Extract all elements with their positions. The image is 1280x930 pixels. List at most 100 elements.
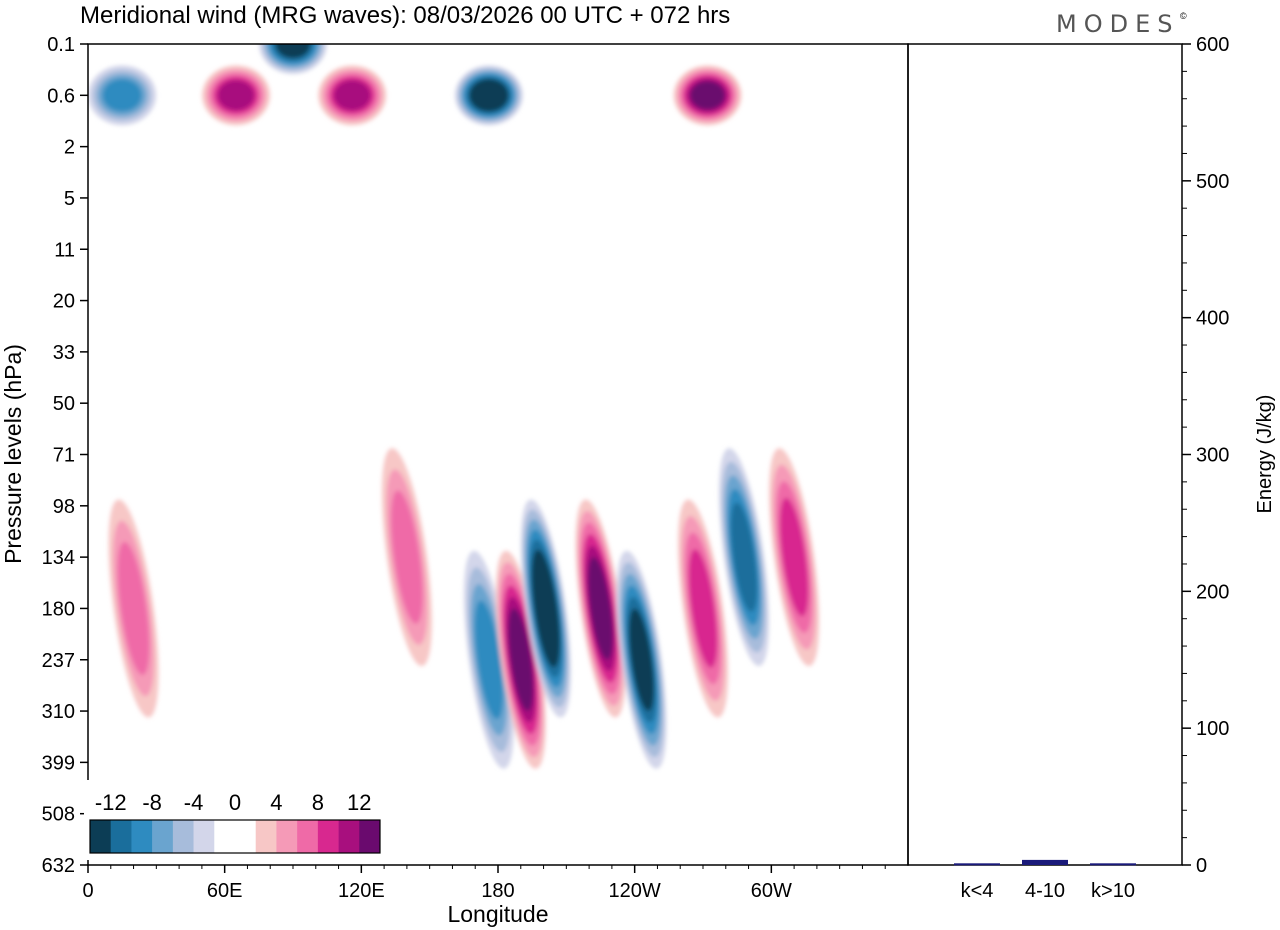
wave-contour	[779, 497, 809, 617]
x-tick-label: 0	[82, 880, 93, 902]
wave-feature	[718, 448, 770, 667]
wave-contour	[275, 44, 311, 59]
energy-axis: 0 100 200 300 400 500 600	[1182, 34, 1229, 877]
wave-contour	[472, 81, 506, 109]
wave-feature	[463, 550, 514, 769]
energy-tick-label: 500	[1196, 171, 1229, 193]
energy-axis-label: Energy (J/kg)	[1254, 395, 1276, 514]
wave-feature	[381, 448, 432, 667]
y-tick-label: 0.6	[47, 85, 75, 107]
wave-feature	[495, 550, 546, 769]
colorbar-swatch	[297, 820, 319, 853]
colorbar-tick-label: 12	[347, 790, 371, 815]
y-tick-label: 399	[42, 752, 75, 774]
wind-field	[88, 44, 908, 865]
energy-plot-frame	[907, 43, 1183, 866]
colorbar-swatch	[255, 820, 277, 853]
wave-contour	[117, 541, 150, 676]
colorbar-swatch	[172, 820, 194, 853]
colorbar-swatch	[152, 820, 174, 853]
wave-feature	[677, 499, 729, 718]
wave-feature	[673, 65, 742, 126]
colorbar-frame	[89, 819, 381, 854]
colorbar-tick-label: 4	[270, 790, 282, 815]
colorbar-tick-label: -4	[184, 790, 204, 815]
y-tick-label: 237	[42, 650, 75, 672]
x-tick-label: 60W	[751, 880, 792, 902]
modes-logo: MODES	[1056, 10, 1179, 38]
wave-contour	[217, 80, 255, 111]
colorbar-swatch	[235, 820, 257, 853]
wave-contour	[391, 490, 423, 624]
wave-contour	[102, 79, 142, 112]
wave-feature	[616, 550, 667, 769]
wave-contour	[629, 608, 654, 711]
colorbar-tick-label: -12	[95, 790, 127, 815]
energy-bar	[1090, 863, 1136, 866]
y-tick-label: 20	[53, 291, 75, 313]
y-tick-label: 71	[53, 445, 75, 467]
x-tick-label: 120E	[338, 880, 385, 902]
energy-bar	[1022, 859, 1068, 865]
energy-tick-label: 0	[1196, 855, 1207, 877]
colorbar-swatch	[90, 820, 112, 853]
wave-contour	[730, 502, 758, 612]
wave-contour	[474, 600, 504, 719]
y-tick-label: 508	[42, 804, 75, 826]
y-axis-label: Pressure levels (hPa)	[0, 344, 26, 564]
wave-feature	[108, 499, 159, 718]
colorbar-swatch	[276, 820, 298, 853]
colorbar-swatch	[193, 820, 215, 853]
wave-feature	[454, 65, 523, 126]
x-axis-label: Longitude	[447, 901, 548, 927]
wave-feature	[88, 65, 157, 126]
chart-title: Meridional wind (MRG waves): 08/03/2026 …	[80, 2, 730, 29]
x-tick-label: 120W	[609, 880, 661, 902]
wave-contour	[688, 549, 718, 668]
wave-feature	[769, 448, 820, 667]
energy-category-label: k<4	[961, 880, 994, 902]
colorbar-swatch	[359, 820, 381, 853]
y-tick-label: 180	[42, 598, 75, 620]
energy-category-label: k>10	[1091, 880, 1135, 902]
x-tick-label: 180	[481, 880, 514, 902]
wave-feature	[575, 499, 626, 718]
y-tick-label: 50	[53, 393, 75, 415]
wave-feature	[318, 65, 387, 126]
y-tick-label: 5	[64, 188, 75, 210]
pressure-axis: 0.1 0.6 2 5 11 20 33 50 71 98 134 180 237 310 399 508 63…	[42, 34, 88, 877]
energy-bar	[954, 863, 1000, 866]
wave-contour	[334, 80, 371, 111]
logo-trademark: ©	[1180, 11, 1187, 21]
colorbar: -12 -8 -4 0 4 8 12	[84, 780, 384, 860]
energy-tick-label: 600	[1196, 34, 1229, 56]
colorbar-swatch	[338, 820, 360, 853]
colorbar-swatch	[214, 820, 236, 853]
y-tick-label: 134	[42, 547, 75, 569]
energy-tick-label: 400	[1196, 308, 1229, 330]
wave-feature	[259, 44, 327, 74]
y-tick-label: 98	[53, 496, 75, 518]
energy-category-label: 4-10	[1025, 880, 1065, 902]
y-tick-label: 33	[53, 342, 75, 364]
colorbar-tick-label: 8	[312, 790, 324, 815]
energy-tick-label: 100	[1196, 718, 1229, 740]
x-tick-label: 60E	[207, 880, 243, 902]
wave-feature	[202, 65, 271, 126]
colorbar-tick-label: -8	[142, 790, 162, 815]
wave-contour	[508, 608, 534, 711]
colorbar-swatch	[110, 820, 132, 853]
energy-tick-label: 200	[1196, 581, 1229, 603]
y-tick-label: 632	[42, 855, 75, 877]
colorbar-swatch	[131, 820, 153, 853]
longitude-axis: 0 60E 120E 180 120W 60W	[82, 865, 886, 902]
wave-contour	[534, 559, 558, 658]
y-tick-label: 2	[64, 137, 75, 159]
colorbar-tick-label: 0	[229, 790, 241, 815]
y-tick-label: 0.1	[47, 34, 75, 56]
wave-contour	[690, 81, 725, 110]
y-tick-label: 11	[54, 239, 75, 261]
wave-feature	[520, 499, 571, 718]
wave-contour	[588, 557, 613, 660]
